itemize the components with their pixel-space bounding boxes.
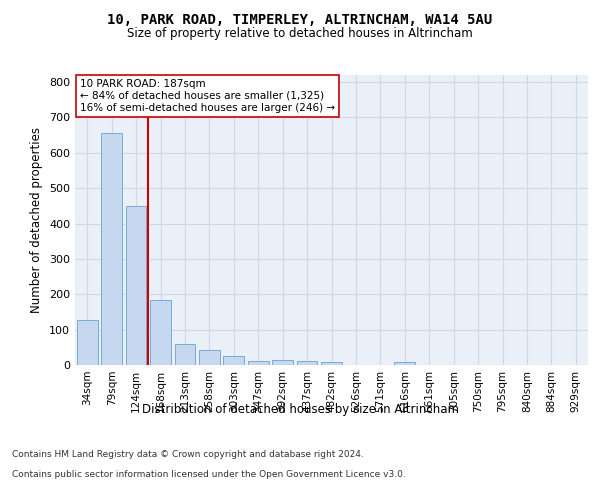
Bar — [101, 134, 122, 365]
Text: Distribution of detached houses by size in Altrincham: Distribution of detached houses by size … — [142, 402, 458, 415]
Bar — [272, 360, 293, 365]
Bar — [296, 361, 317, 365]
Bar — [77, 320, 98, 365]
Bar — [175, 344, 196, 365]
Bar — [199, 350, 220, 365]
Text: 10 PARK ROAD: 187sqm
← 84% of detached houses are smaller (1,325)
16% of semi-de: 10 PARK ROAD: 187sqm ← 84% of detached h… — [80, 80, 335, 112]
Bar — [394, 362, 415, 365]
Y-axis label: Number of detached properties: Number of detached properties — [31, 127, 43, 313]
Text: Contains public sector information licensed under the Open Government Licence v3: Contains public sector information licen… — [12, 470, 406, 479]
Text: 10, PARK ROAD, TIMPERLEY, ALTRINCHAM, WA14 5AU: 10, PARK ROAD, TIMPERLEY, ALTRINCHAM, WA… — [107, 12, 493, 26]
Text: Contains HM Land Registry data © Crown copyright and database right 2024.: Contains HM Land Registry data © Crown c… — [12, 450, 364, 459]
Text: Size of property relative to detached houses in Altrincham: Size of property relative to detached ho… — [127, 28, 473, 40]
Bar — [223, 356, 244, 365]
Bar — [321, 362, 342, 365]
Bar — [125, 206, 146, 365]
Bar — [248, 361, 269, 365]
Bar — [150, 300, 171, 365]
